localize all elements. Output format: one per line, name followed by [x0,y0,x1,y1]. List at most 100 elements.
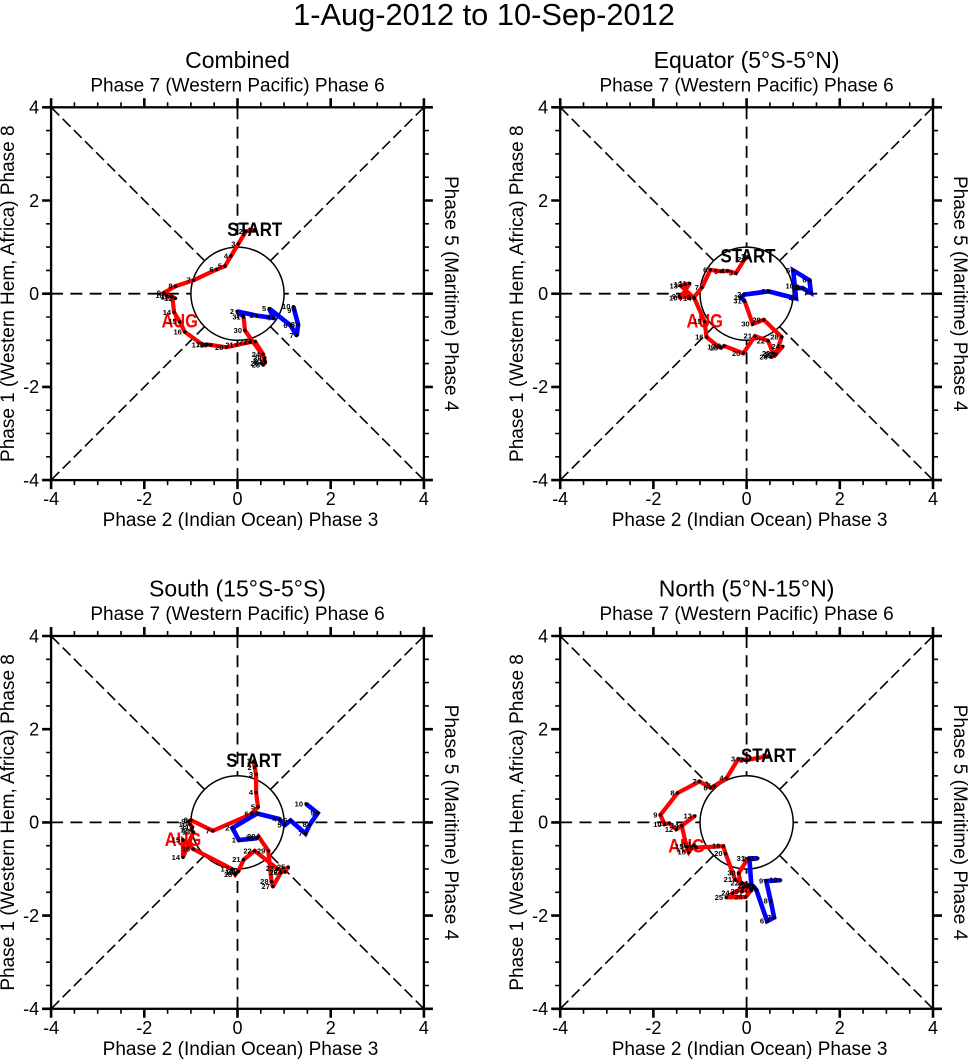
svg-text:14: 14 [163,308,172,317]
svg-text:19: 19 [712,842,720,851]
svg-text:1: 1 [235,311,239,320]
svg-text:2: 2 [248,763,252,772]
svg-text:28: 28 [741,881,749,890]
svg-text:2: 2 [225,824,229,833]
svg-text:12: 12 [164,294,172,303]
svg-text:2: 2 [739,756,743,765]
svg-text:23: 23 [762,349,770,358]
svg-text:2: 2 [538,720,548,740]
svg-text:25: 25 [277,863,285,872]
svg-text:-2: -2 [645,489,661,509]
svg-text:5: 5 [714,267,718,276]
svg-text:4: 4 [538,626,548,646]
svg-text:2: 2 [230,307,234,316]
svg-text:2: 2 [835,489,845,509]
svg-text:11: 11 [679,279,687,288]
svg-text:4: 4 [29,626,39,646]
svg-text:5: 5 [218,262,222,271]
svg-text:18: 18 [196,340,204,349]
svg-text:15: 15 [168,317,176,326]
svg-text:16: 16 [695,333,703,342]
svg-text:23: 23 [244,337,252,346]
svg-text:30: 30 [247,832,255,841]
svg-text:17: 17 [683,841,691,850]
svg-text:18: 18 [710,343,718,352]
svg-text:10: 10 [295,799,303,808]
svg-text:Phase 2 (Indian Ocean) Phase 3: Phase 2 (Indian Ocean) Phase 3 [103,1039,379,1060]
svg-text:25: 25 [715,893,723,902]
svg-text:North (5°N-15°N): North (5°N-15°N) [659,576,835,602]
svg-text:1-Aug-2012 to 10-Sep-2012: 1-Aug-2012 to 10-Sep-2012 [293,0,675,32]
svg-text:2: 2 [326,1018,336,1038]
svg-text:3: 3 [761,287,765,296]
svg-text:10: 10 [669,293,677,302]
svg-text:Phase 7 (Western Pacific) Phas: Phase 7 (Western Pacific) Phase 6 [599,604,893,625]
svg-text:2: 2 [239,227,243,236]
svg-text:2: 2 [737,255,741,264]
svg-text:8: 8 [795,284,799,293]
svg-text:2: 2 [737,290,741,299]
svg-text:11: 11 [181,823,189,832]
svg-text:-2: -2 [532,377,548,397]
svg-text:27: 27 [765,350,773,359]
svg-text:10: 10 [155,291,163,300]
svg-text:16: 16 [677,848,685,857]
svg-text:-4: -4 [23,999,39,1019]
svg-text:24: 24 [772,342,781,351]
svg-text:-4: -4 [532,999,548,1019]
svg-text:Combined: Combined [185,47,290,73]
svg-text:0: 0 [232,489,242,509]
svg-text:13: 13 [684,811,692,820]
svg-text:14: 14 [683,294,692,303]
svg-text:26: 26 [250,359,258,368]
svg-text:29: 29 [253,354,261,363]
svg-text:9: 9 [653,810,657,819]
svg-text:28: 28 [260,877,268,886]
svg-text:2: 2 [835,1018,845,1038]
svg-text:0: 0 [538,284,548,304]
svg-text:4: 4 [538,98,548,118]
svg-text:3: 3 [744,880,748,889]
svg-text:Phase 7 (Western Pacific) Phas: Phase 7 (Western Pacific) Phase 6 [90,75,384,96]
svg-text:4: 4 [266,313,271,322]
svg-text:28: 28 [770,333,778,342]
svg-text:26: 26 [759,353,767,362]
svg-text:-4: -4 [43,489,59,509]
svg-text:0: 0 [232,1018,242,1038]
svg-text:20: 20 [215,343,223,352]
svg-text:2: 2 [326,489,336,509]
svg-text:11: 11 [658,819,666,828]
svg-text:-4: -4 [23,470,39,490]
svg-text:-2: -2 [23,377,39,397]
svg-text:29: 29 [731,887,739,896]
svg-text:4: 4 [928,1018,938,1038]
svg-text:2: 2 [742,855,746,864]
svg-text:13: 13 [182,828,190,837]
svg-text:Phase 2 (Indian Ocean) Phase 3: Phase 2 (Indian Ocean) Phase 3 [612,510,888,531]
svg-text:24: 24 [274,867,283,876]
svg-text:3: 3 [731,755,735,764]
svg-text:1: 1 [761,752,765,761]
svg-text:0: 0 [742,1018,752,1038]
svg-text:3: 3 [729,269,733,278]
svg-text:22: 22 [243,846,251,855]
svg-text:15: 15 [693,317,701,326]
svg-text:15: 15 [675,842,683,851]
svg-text:27: 27 [740,886,748,895]
svg-text:31: 31 [733,297,741,306]
svg-text:-2: -2 [532,906,548,926]
svg-text:14: 14 [670,821,679,830]
svg-text:25: 25 [763,351,771,360]
svg-text:13: 13 [161,293,169,302]
svg-text:19: 19 [713,341,721,350]
svg-text:4: 4 [789,294,794,303]
svg-text:2: 2 [29,720,39,740]
svg-text:6: 6 [244,810,248,819]
svg-text:7: 7 [767,913,771,922]
svg-text:6: 6 [283,321,287,330]
svg-text:5: 5 [262,304,266,313]
svg-text:Phase 1 (Western Hem, Africa): Phase 1 (Western Hem, Africa) Phase 8 [0,654,19,991]
svg-text:Phase 2 (Indian Ocean) Phase 3: Phase 2 (Indian Ocean) Phase 3 [103,510,379,531]
svg-text:8: 8 [291,320,295,329]
svg-text:8: 8 [303,820,307,829]
